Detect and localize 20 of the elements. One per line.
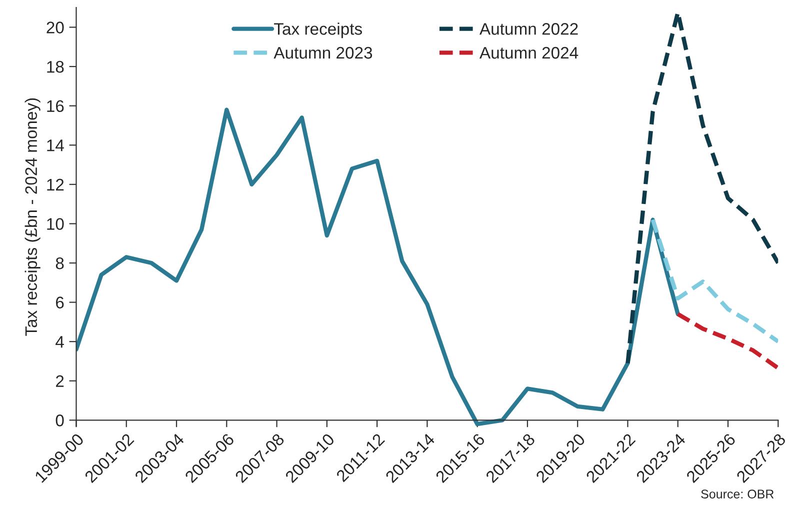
y-tick-label: 2: [56, 375, 64, 387]
y-tick-label: 8: [56, 257, 64, 270]
line-series: [76, 108, 680, 426]
source-note: Source: OBR: [701, 490, 774, 498]
y-tick-label: 4: [56, 336, 64, 348]
legend-label: Tax receipts: [274, 22, 362, 38]
legend-label: Autumn 2023: [274, 46, 372, 59]
legend-label: Autumn 2022: [480, 23, 578, 35]
y-axis-title: Tax receipts (£bn - 2024 money): [24, 98, 40, 336]
y-tick-label: 18: [47, 60, 64, 73]
y-tick-label: 20: [46, 22, 64, 34]
line-series: [676, 312, 778, 370]
y-tick-label: 10: [47, 218, 64, 230]
y-tick-label: 12: [47, 178, 64, 190]
y-tick-label: 0: [56, 414, 64, 426]
legend-label: Autumn 2024: [480, 46, 578, 59]
line-series: [650, 218, 778, 344]
y-tick-label: 14: [47, 140, 64, 152]
y-tick-label: 6: [56, 296, 64, 308]
y-tick-label: 16: [47, 100, 64, 112]
